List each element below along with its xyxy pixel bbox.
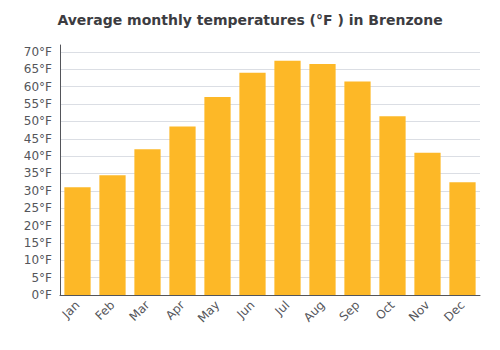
svg-text:Jan: Jan <box>59 298 83 322</box>
svg-text:Apr: Apr <box>163 298 188 323</box>
svg-text:Sep: Sep <box>337 298 363 324</box>
svg-text:70°F: 70°F <box>24 45 52 59</box>
svg-text:0°F: 0°F <box>31 288 52 302</box>
svg-text:30°F: 30°F <box>24 184 52 198</box>
svg-text:45°F: 45°F <box>24 132 52 146</box>
svg-text:50°F: 50°F <box>24 114 52 128</box>
svg-text:35°F: 35°F <box>24 166 52 180</box>
svg-text:Average monthly temperatures (: Average monthly temperatures (°F ) in Br… <box>57 12 442 28</box>
svg-text:10°F: 10°F <box>24 253 52 267</box>
svg-text:Oct: Oct <box>373 298 398 323</box>
svg-text:15°F: 15°F <box>24 236 52 250</box>
svg-text:5°F: 5°F <box>31 271 52 285</box>
svg-text:Feb: Feb <box>93 298 118 323</box>
svg-text:Dec: Dec <box>441 298 467 324</box>
svg-text:40°F: 40°F <box>24 149 52 163</box>
svg-text:60°F: 60°F <box>24 80 52 94</box>
svg-text:25°F: 25°F <box>24 201 52 215</box>
svg-text:Aug: Aug <box>301 298 327 324</box>
svg-text:Nov: Nov <box>406 298 432 324</box>
svg-text:Mar: Mar <box>127 298 153 324</box>
svg-text:65°F: 65°F <box>24 62 52 76</box>
svg-text:Jun: Jun <box>234 298 258 322</box>
svg-text:55°F: 55°F <box>24 97 52 111</box>
svg-text:Jul: Jul <box>272 298 293 319</box>
svg-text:20°F: 20°F <box>24 219 52 233</box>
svg-text:May: May <box>195 298 222 325</box>
